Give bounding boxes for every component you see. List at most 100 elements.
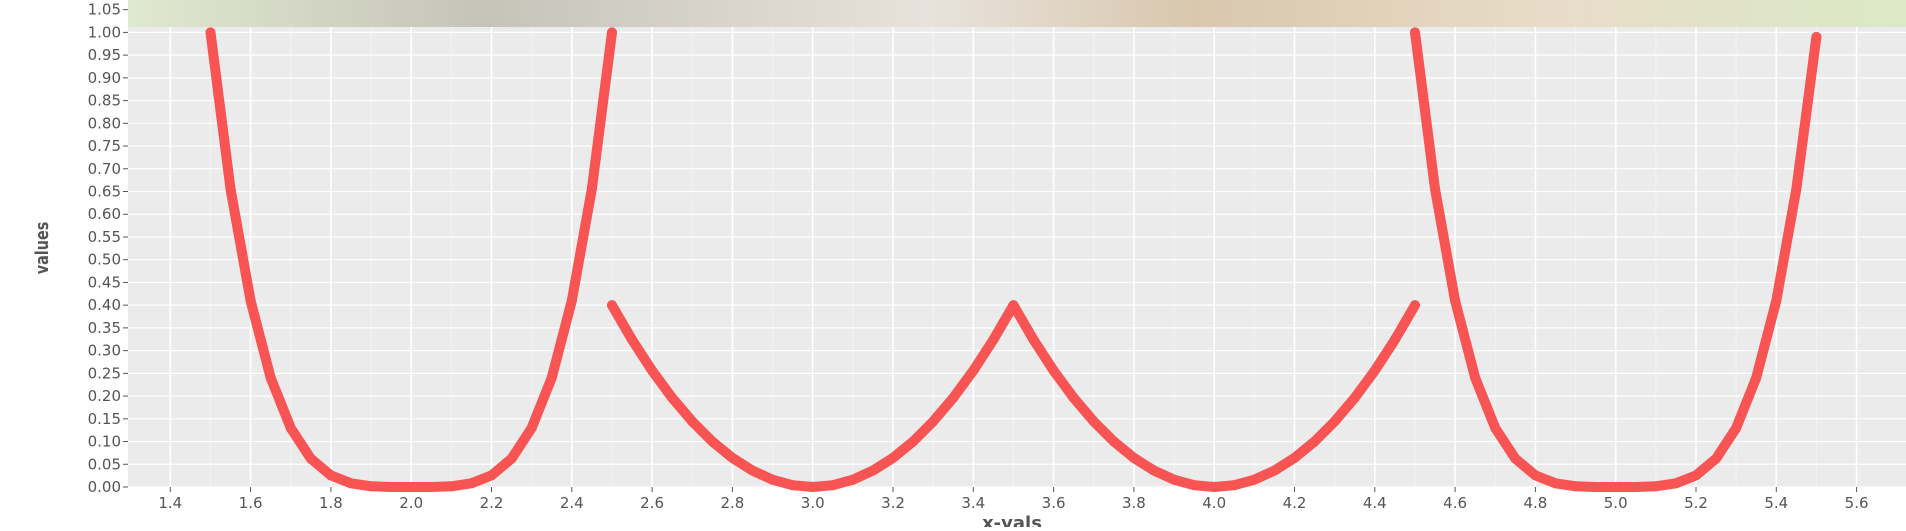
data-point <box>1008 300 1019 311</box>
data-point <box>787 480 798 491</box>
data-point <box>647 365 658 376</box>
data-point <box>345 478 356 489</box>
data-point <box>1490 423 1501 434</box>
y-tick-label: 0.60 <box>88 205 121 223</box>
data-point <box>1048 365 1059 376</box>
y-tick-label: 0.10 <box>88 433 121 451</box>
x-tick-label: 5.6 <box>1845 494 1869 512</box>
y-tick-label: 0.30 <box>88 342 121 360</box>
data-point <box>1409 27 1420 38</box>
data-point <box>1369 365 1380 376</box>
data-point <box>1811 31 1822 42</box>
y-tick-label: 0.05 <box>88 455 121 473</box>
x-tick-label: 3.0 <box>801 494 825 512</box>
data-point <box>827 480 838 491</box>
x-tick-label: 2.6 <box>640 494 664 512</box>
data-point <box>1329 416 1340 427</box>
x-tick-label: 5.0 <box>1604 494 1628 512</box>
data-point <box>1610 482 1621 492</box>
data-point <box>1189 480 1200 491</box>
data-point <box>225 183 236 194</box>
data-point <box>968 365 979 376</box>
x-tick-label: 4.4 <box>1363 494 1387 512</box>
y-tick-label: 0.80 <box>88 114 121 132</box>
plot-panel <box>128 27 1906 487</box>
data-points <box>205 27 1822 492</box>
data-point <box>546 372 557 383</box>
data-point <box>305 453 316 464</box>
data-point <box>747 465 758 476</box>
x-tick-label: 2.2 <box>480 494 504 512</box>
y-tick-label: 0.40 <box>88 296 121 314</box>
y-tick-label: 0.50 <box>88 251 121 269</box>
data-point <box>1550 478 1561 489</box>
data-point <box>1169 474 1180 485</box>
data-point <box>1430 183 1441 194</box>
data-point <box>988 334 999 345</box>
data-point <box>1691 470 1701 481</box>
x-tick-label: 1.8 <box>319 494 343 512</box>
data-point <box>386 481 397 492</box>
x-tick-label: 5.4 <box>1764 494 1788 512</box>
data-point <box>1148 465 1159 476</box>
data-point <box>586 183 597 194</box>
data-point <box>627 334 638 345</box>
data-point <box>205 27 216 38</box>
data-point <box>1731 423 1742 434</box>
data-point <box>526 423 537 434</box>
data-point <box>606 300 617 311</box>
data-point <box>928 416 939 427</box>
y-tick-label: 0.25 <box>88 364 121 382</box>
data-point <box>1309 436 1320 447</box>
y-tick-label: 0.00 <box>88 478 121 496</box>
data-point <box>1630 481 1641 492</box>
x-tick-label: 2.8 <box>720 494 744 512</box>
y-tick-label: 0.15 <box>88 410 121 428</box>
data-point <box>566 295 577 306</box>
data-point <box>1028 334 1039 345</box>
x-axis-title: x-vals <box>982 513 1042 527</box>
x-tick-label: 3.4 <box>961 494 985 512</box>
y-tick-label: 0.85 <box>88 92 121 110</box>
data-point <box>707 436 718 447</box>
data-point <box>486 470 497 481</box>
y-tick-label: 0.55 <box>88 228 121 246</box>
x-tick-label: 4.0 <box>1202 494 1226 512</box>
x-tick-label: 4.8 <box>1523 494 1547 512</box>
data-point <box>1570 481 1581 492</box>
data-point <box>1771 295 1782 306</box>
data-point <box>1510 453 1521 464</box>
y-tick-label: 0.20 <box>88 387 121 405</box>
data-point <box>1289 452 1300 463</box>
data-point <box>1249 474 1260 485</box>
data-point <box>908 436 919 447</box>
y-tick-label: 0.70 <box>88 160 121 178</box>
data-point <box>847 474 858 485</box>
x-tick-label: 1.6 <box>239 494 263 512</box>
data-point <box>867 465 878 476</box>
x-tick-label: 4.6 <box>1443 494 1467 512</box>
data-point <box>245 295 256 306</box>
data-point <box>687 416 698 427</box>
data-point <box>446 481 457 492</box>
y-tick-label: 0.90 <box>88 69 121 87</box>
data-point <box>265 372 276 383</box>
x-tick-label: 4.2 <box>1283 494 1307 512</box>
data-point <box>1269 465 1280 476</box>
data-point <box>406 482 417 492</box>
y-tick-label: 0.95 <box>88 46 121 64</box>
x-tick-label: 3.8 <box>1122 494 1146 512</box>
axis-ticks: 1.4 1.6 1.8 2.0 2.2 2.4 2.6 2.8 3.0 3.2 3.4 3.6 3.8 4… <box>88 1 1869 512</box>
data-point <box>767 474 778 485</box>
data-point <box>1128 452 1139 463</box>
data-point <box>1108 436 1119 447</box>
data-point <box>1409 300 1420 311</box>
y-tick-label: 0.45 <box>88 273 121 291</box>
y-tick-label: 0.75 <box>88 137 121 155</box>
data-point <box>1530 470 1541 481</box>
data-point <box>1389 334 1400 345</box>
data-point <box>1088 416 1099 427</box>
data-point <box>1229 480 1240 491</box>
